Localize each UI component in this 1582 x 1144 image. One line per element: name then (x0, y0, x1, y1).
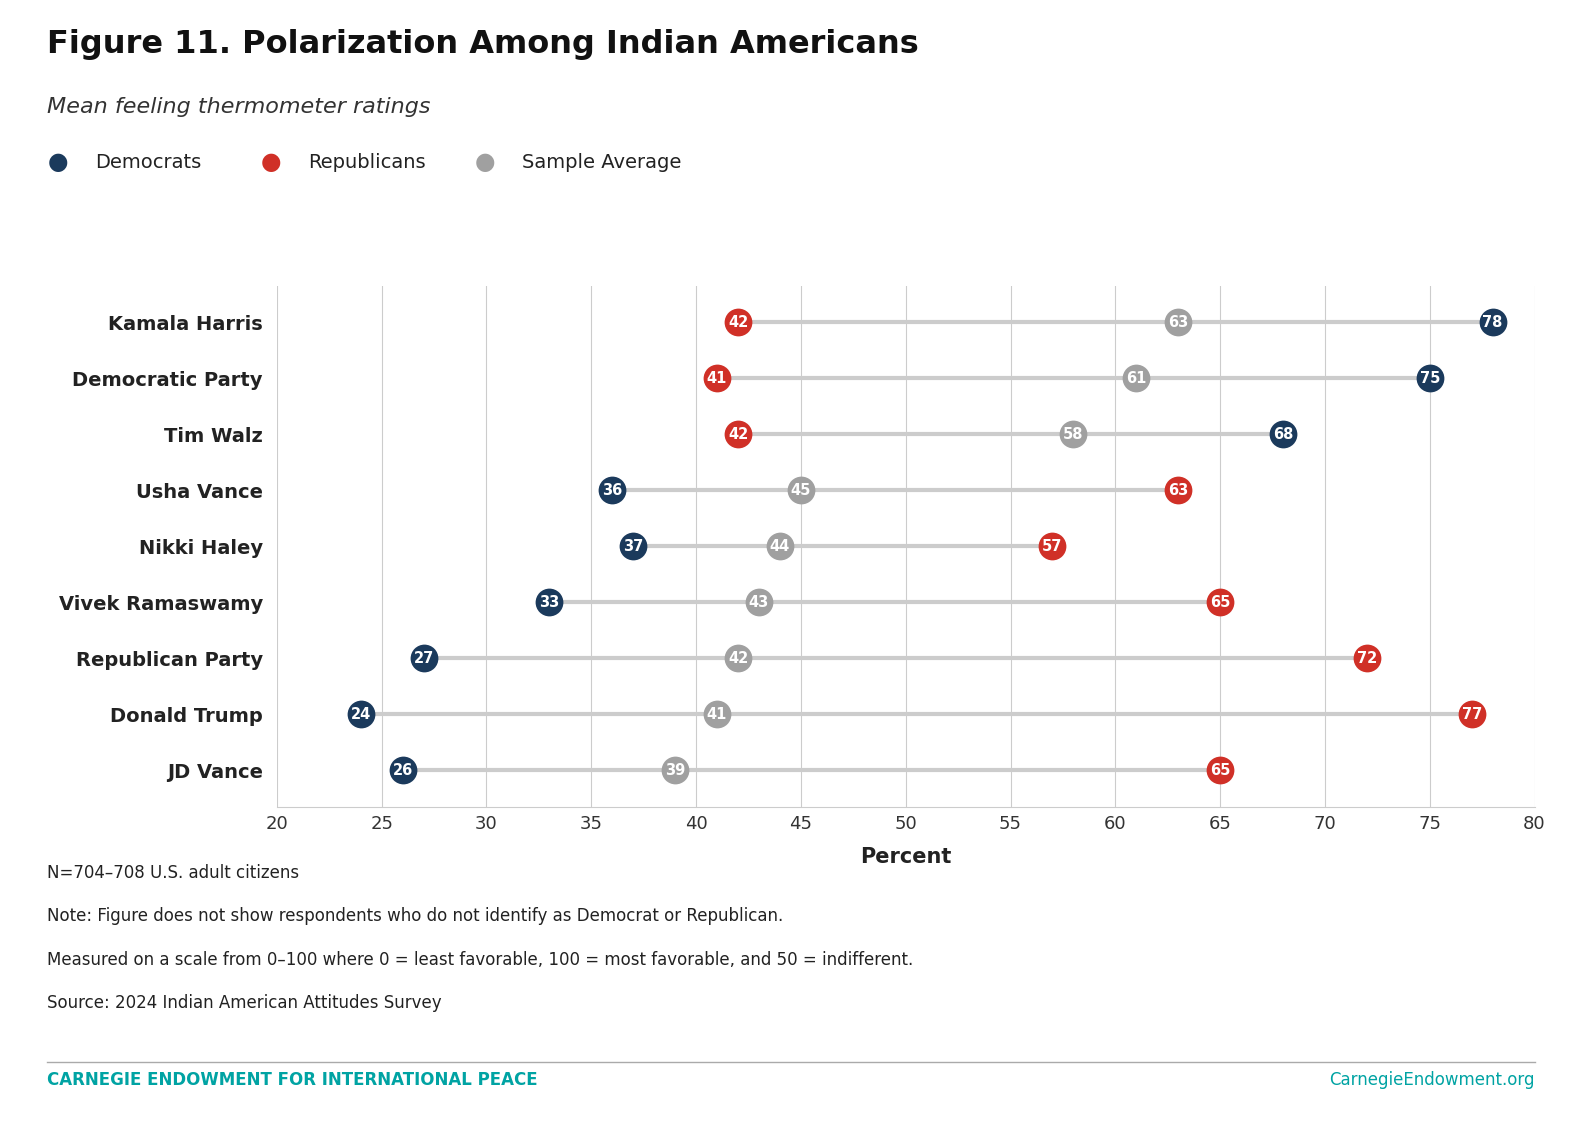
Text: Mean feeling thermometer ratings: Mean feeling thermometer ratings (47, 97, 430, 117)
Text: 24: 24 (351, 707, 370, 722)
Point (1459, 705, 1484, 723)
Text: 41: 41 (707, 707, 728, 722)
Text: N=704–708 U.S. adult citizens: N=704–708 U.S. adult citizens (47, 864, 299, 882)
Text: CarnegieEndowment.org: CarnegieEndowment.org (1329, 1071, 1535, 1089)
Text: ●: ● (261, 151, 282, 174)
Text: 41: 41 (707, 371, 728, 386)
Text: 42: 42 (728, 427, 748, 442)
Point (1060, 426, 1085, 444)
Text: Source: 2024 Indian American Attitudes Survey: Source: 2024 Indian American Attitudes S… (47, 994, 441, 1012)
Text: ●: ● (47, 151, 68, 174)
Text: 58: 58 (1063, 427, 1084, 442)
Text: Sample Average: Sample Average (522, 153, 682, 172)
Point (725, 649, 750, 667)
Text: 43: 43 (748, 595, 769, 610)
Point (411, 649, 437, 667)
Text: 75: 75 (1419, 371, 1440, 386)
Point (1354, 649, 1380, 667)
Text: 37: 37 (623, 539, 644, 554)
Text: ●: ● (475, 151, 495, 174)
Point (389, 761, 414, 779)
Point (1270, 426, 1296, 444)
Text: Figure 11. Polarization Among Indian Americans: Figure 11. Polarization Among Indian Ame… (47, 29, 919, 59)
Point (725, 426, 750, 444)
Point (704, 705, 729, 723)
Point (1123, 370, 1149, 388)
Text: 61: 61 (1126, 371, 1147, 386)
Point (1207, 593, 1232, 611)
Point (600, 482, 625, 500)
Point (536, 593, 562, 611)
Text: 68: 68 (1274, 427, 1292, 442)
Point (663, 761, 688, 779)
Text: Republicans: Republicans (308, 153, 426, 172)
Text: 44: 44 (770, 539, 789, 554)
Text: 45: 45 (791, 483, 812, 498)
Point (620, 538, 645, 556)
Text: Note: Figure does not show respondents who do not identify as Democrat or Republ: Note: Figure does not show respondents w… (47, 907, 783, 925)
Text: 33: 33 (539, 595, 560, 610)
Text: 27: 27 (413, 651, 433, 666)
Point (348, 705, 373, 723)
Text: Measured on a scale from 0–100 where 0 = least favorable, 100 = most favorable, : Measured on a scale from 0–100 where 0 =… (47, 951, 914, 969)
Text: 72: 72 (1357, 651, 1376, 666)
Text: 42: 42 (728, 651, 748, 666)
Point (788, 482, 813, 500)
Point (1481, 313, 1506, 332)
Point (767, 538, 793, 556)
Text: CARNEGIE ENDOWMENT FOR INTERNATIONAL PEACE: CARNEGIE ENDOWMENT FOR INTERNATIONAL PEA… (47, 1071, 538, 1089)
Text: 78: 78 (1482, 315, 1503, 329)
Point (747, 593, 772, 611)
Text: 77: 77 (1462, 707, 1482, 722)
Point (1166, 313, 1191, 332)
Point (725, 313, 750, 332)
Text: 26: 26 (392, 763, 413, 778)
Text: 39: 39 (664, 763, 685, 778)
Point (1207, 761, 1232, 779)
Point (1417, 370, 1443, 388)
Text: 57: 57 (1043, 539, 1063, 554)
Point (1166, 482, 1191, 500)
Text: 65: 65 (1210, 595, 1231, 610)
Text: 63: 63 (1168, 483, 1188, 498)
Text: Democrats: Democrats (95, 153, 201, 172)
Text: 65: 65 (1210, 763, 1231, 778)
Text: 42: 42 (728, 315, 748, 329)
Point (704, 370, 729, 388)
Text: 63: 63 (1168, 315, 1188, 329)
Point (1039, 538, 1065, 556)
X-axis label: Percent: Percent (861, 847, 951, 867)
Text: 36: 36 (603, 483, 622, 498)
